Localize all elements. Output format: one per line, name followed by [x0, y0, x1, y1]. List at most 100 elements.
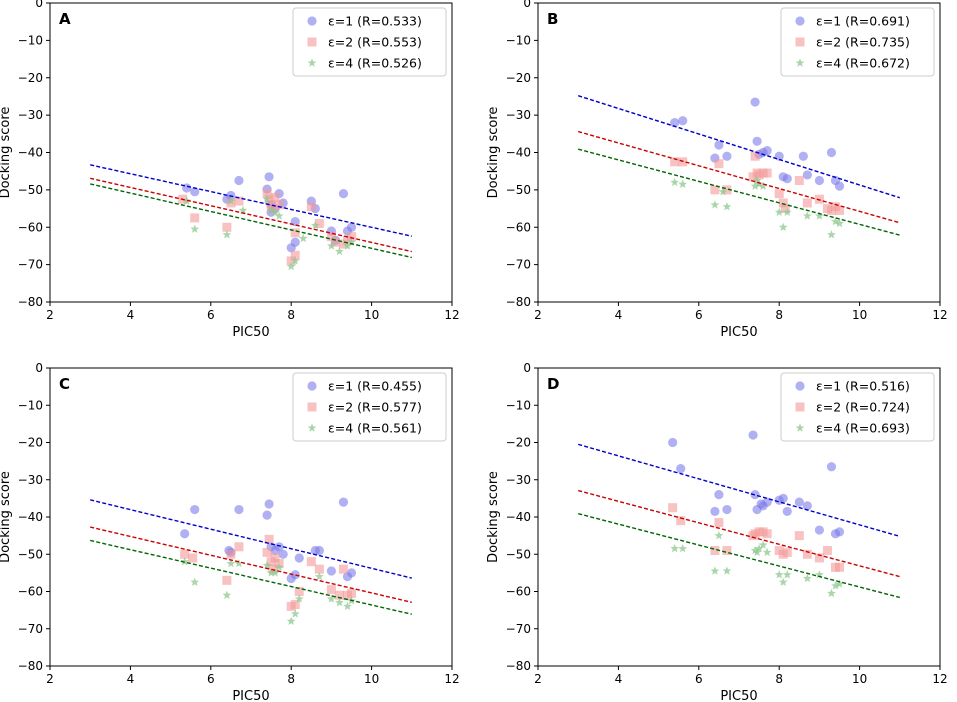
legend-marker — [307, 37, 317, 47]
data-point — [347, 588, 356, 598]
data-point — [226, 196, 236, 205]
chart-panel-a: 2 4 6 8 10 12 0 −10 −20 −30 −40 −50 −60 −70 −80 PIC50 Do… — [0, 0, 460, 340]
legend-frame — [292, 7, 447, 77]
data-point — [815, 570, 824, 579]
data-point — [306, 557, 316, 567]
data-point — [346, 568, 357, 578]
data-point — [778, 222, 788, 231]
data-point — [343, 241, 352, 250]
data-point — [714, 518, 724, 528]
series-2-fit-line — [578, 130, 900, 224]
data-point — [834, 527, 845, 537]
y-tick-label: −40 — [18, 510, 43, 524]
data-point — [835, 579, 844, 588]
data-point — [290, 256, 300, 265]
legend-marker — [795, 37, 805, 47]
data-point — [222, 222, 232, 232]
series-1-fit-line — [578, 443, 900, 538]
data-point — [676, 516, 686, 526]
data-point — [714, 531, 724, 540]
data-point — [750, 490, 760, 500]
data-point — [335, 598, 344, 607]
data-point — [326, 232, 336, 242]
data-point — [335, 246, 344, 256]
data-point — [722, 185, 732, 195]
data-point — [778, 198, 788, 208]
series-1-fit-line — [90, 499, 412, 579]
series-2-points — [670, 151, 844, 215]
x-tick-label: 8 — [775, 672, 783, 686]
y-tick-label: −50 — [18, 183, 43, 197]
series-1-fit-line — [577, 95, 901, 199]
data-point — [338, 564, 348, 574]
y-tick-label: −20 — [506, 436, 531, 450]
data-point — [270, 553, 280, 563]
data-point — [668, 503, 678, 513]
data-point — [831, 581, 840, 590]
data-point — [798, 151, 808, 161]
data-point — [748, 430, 758, 440]
data-point — [822, 546, 832, 556]
y-tick-label: −70 — [18, 622, 43, 636]
y-tick-label: −20 — [18, 436, 43, 450]
data-point — [294, 594, 304, 603]
data-point — [286, 616, 296, 626]
data-point — [346, 222, 357, 232]
data-point — [234, 504, 244, 515]
legend-entry-label: ε=4 (R=0.693) — [816, 421, 910, 436]
y-tick-label: 0 — [523, 0, 531, 10]
data-point — [762, 547, 772, 557]
data-point — [294, 553, 304, 563]
legend-marker — [795, 58, 805, 67]
data-point — [834, 181, 845, 191]
data-point — [266, 205, 276, 215]
x-axis-label: PIC50 — [232, 689, 269, 702]
y-tick-label: −50 — [506, 183, 531, 197]
data-point — [752, 136, 762, 146]
y-axis-label: Docking score — [0, 471, 13, 563]
data-point — [330, 237, 340, 247]
series-1-points — [180, 497, 357, 584]
x-tick-label: 4 — [127, 672, 135, 686]
data-point — [782, 174, 792, 184]
legend-entry-label: ε=4 (R=0.526) — [328, 56, 422, 71]
x-axis-label: PIC50 — [720, 689, 757, 702]
legend-marker — [307, 381, 317, 391]
x-tick-label: 6 — [207, 672, 215, 686]
x-tick-label: 12 — [932, 308, 947, 322]
series-3-points — [182, 194, 356, 271]
data-point — [762, 146, 772, 156]
data-point — [234, 542, 244, 552]
x-tick-label: 12 — [932, 672, 947, 686]
data-point — [262, 189, 272, 199]
y-tick-label: −60 — [18, 220, 43, 234]
data-point — [831, 217, 840, 226]
data-point — [835, 562, 844, 572]
data-point — [238, 205, 248, 215]
y-tick-label: −60 — [18, 585, 43, 599]
y-tick-label: −80 — [506, 295, 531, 309]
y-tick-label: −10 — [506, 398, 531, 412]
data-point — [274, 211, 284, 220]
legend-frame — [780, 372, 935, 442]
series-3-fit-line — [90, 183, 412, 259]
legend-entry-label: ε=1 (R=0.455) — [328, 379, 422, 394]
series-3-points — [670, 531, 844, 598]
data-point — [780, 204, 790, 214]
data-point — [670, 177, 680, 187]
data-point — [762, 529, 772, 539]
y-tick-label: −50 — [18, 547, 43, 561]
data-point — [754, 544, 764, 553]
data-point — [802, 501, 812, 511]
data-point — [802, 198, 812, 208]
data-point — [778, 577, 788, 586]
data-point — [290, 609, 300, 618]
x-tick-label: 2 — [534, 672, 542, 686]
chart-panel-c: 2 4 6 8 10 12 0 −10 −20 −30 −40 −50 −60 −70 −80 PIC50 Do… — [0, 361, 460, 702]
data-point — [802, 211, 812, 220]
x-tick-label: 10 — [852, 308, 867, 322]
series-3-points — [670, 175, 844, 239]
legend-entry-label: ε=1 (R=0.533) — [328, 14, 422, 29]
x-tick-label: 8 — [775, 308, 783, 322]
data-point — [274, 562, 284, 572]
